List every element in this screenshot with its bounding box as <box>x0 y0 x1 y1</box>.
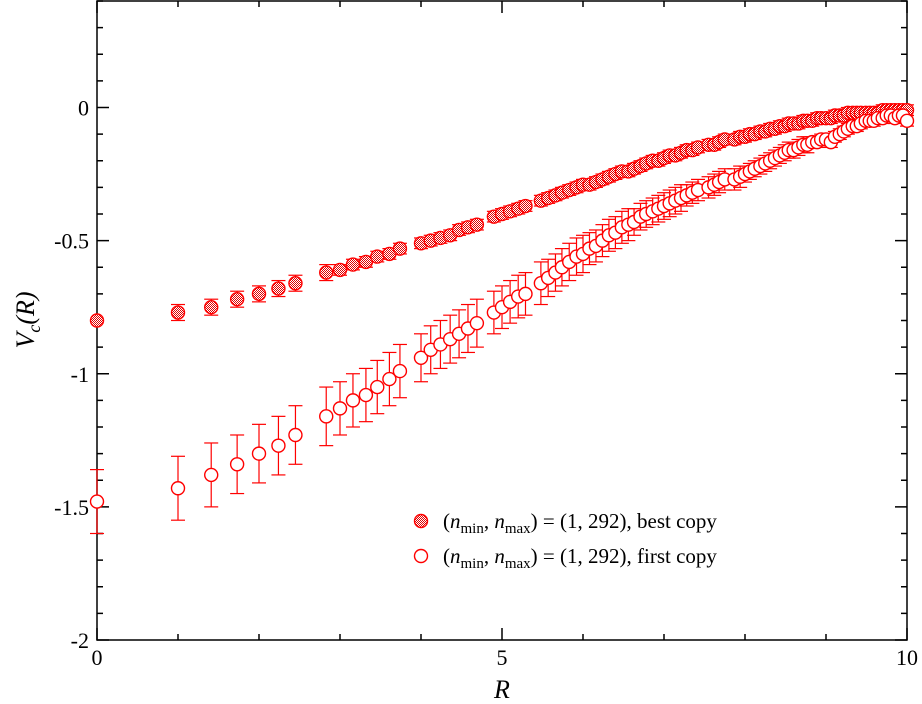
legend-best-part-1: n <box>450 509 461 533</box>
y-tick-label: -0.5 <box>54 229 89 254</box>
data-point-first-copy <box>319 409 334 424</box>
legend-best-part-3: , <box>484 509 495 533</box>
legend-marker-first-copy <box>413 548 429 564</box>
y-axis-title: Vc(R) <box>11 291 44 348</box>
y-axis-title-subscript: c <box>24 325 44 333</box>
data-point-first-copy <box>271 438 286 453</box>
data-point-first-copy <box>518 286 533 302</box>
x-axis-title: R <box>493 675 510 704</box>
legend: (nmin, nmax) = (1, 292), best copy (nmin… <box>413 509 717 572</box>
data-point-best-copy <box>251 286 267 302</box>
data-point-first-copy <box>370 379 385 395</box>
x-tick-label: 5 <box>497 645 508 670</box>
legend-first-part-0: ( <box>443 544 450 568</box>
legend-first-part-2: min <box>461 556 485 572</box>
axis-ticks: 0 5 10 -2 -1.5 -1 -0.5 0 <box>54 0 918 670</box>
data-point-first-copy <box>170 481 186 496</box>
y-axis-title-main: V <box>11 330 40 349</box>
legend-label-first-copy: (nmin, nmax) = (1, 292), first copy <box>443 544 717 572</box>
data-point-best-copy <box>370 249 385 264</box>
data-point-best-copy <box>518 198 533 214</box>
data-point-best-copy <box>89 313 105 328</box>
data-point-best-copy <box>345 257 361 272</box>
legend-first-part-4: n <box>494 544 505 568</box>
legend-best-part-0: ( <box>443 509 450 533</box>
data-point-first-copy <box>899 113 915 129</box>
legend-best-part-6: ) = (1, 292), best copy <box>531 509 718 533</box>
legend-first-part-5: max <box>505 556 531 572</box>
x-tick-label: 10 <box>896 645 918 670</box>
data-point-first-copy <box>345 393 361 408</box>
data-point-first-copy <box>204 467 219 483</box>
data-point-first-copy <box>229 457 245 472</box>
y-tick-label: -2 <box>71 628 89 653</box>
data-point-first-copy <box>469 315 485 331</box>
legend-first-part-6: ) = (1, 292), first copy <box>531 544 718 568</box>
data-point-best-copy <box>170 305 186 320</box>
data-markers <box>89 102 915 509</box>
x-tick-label: 0 <box>92 645 103 670</box>
legend-first-part-1: n <box>450 544 461 568</box>
y-tick-label: -1.5 <box>54 495 89 520</box>
legend-best-part-5: max <box>505 521 531 537</box>
legend-best-part-2: min <box>461 521 485 537</box>
data-point-first-copy <box>251 446 267 461</box>
data-point-first-copy <box>413 350 429 365</box>
data-point-best-copy <box>271 281 286 296</box>
legend-first-part-3: , <box>484 544 495 568</box>
data-point-best-copy <box>332 262 348 278</box>
data-point-best-copy <box>288 276 303 291</box>
data-point-first-copy <box>382 371 397 387</box>
legend-best-part-4: n <box>494 509 505 533</box>
data-point-first-copy <box>288 427 303 443</box>
y-axis-title-argument: (R) <box>11 291 40 324</box>
data-point-best-copy <box>204 299 219 315</box>
data-point-first-copy <box>358 387 374 403</box>
data-point-best-copy <box>469 217 485 232</box>
data-point-best-copy <box>229 292 245 307</box>
data-point-first-copy <box>332 401 348 416</box>
legend-label-best-copy: (nmin, nmax) = (1, 292), best copy <box>443 509 717 537</box>
data-point-first-copy <box>392 363 408 379</box>
data-point-best-copy <box>392 241 408 256</box>
y-tick-label: 0 <box>78 96 89 121</box>
data-point-best-copy <box>319 265 334 280</box>
data-point-first-copy <box>89 494 105 509</box>
legend-marker-best-copy <box>413 513 429 529</box>
y-tick-label: -1 <box>71 362 89 387</box>
